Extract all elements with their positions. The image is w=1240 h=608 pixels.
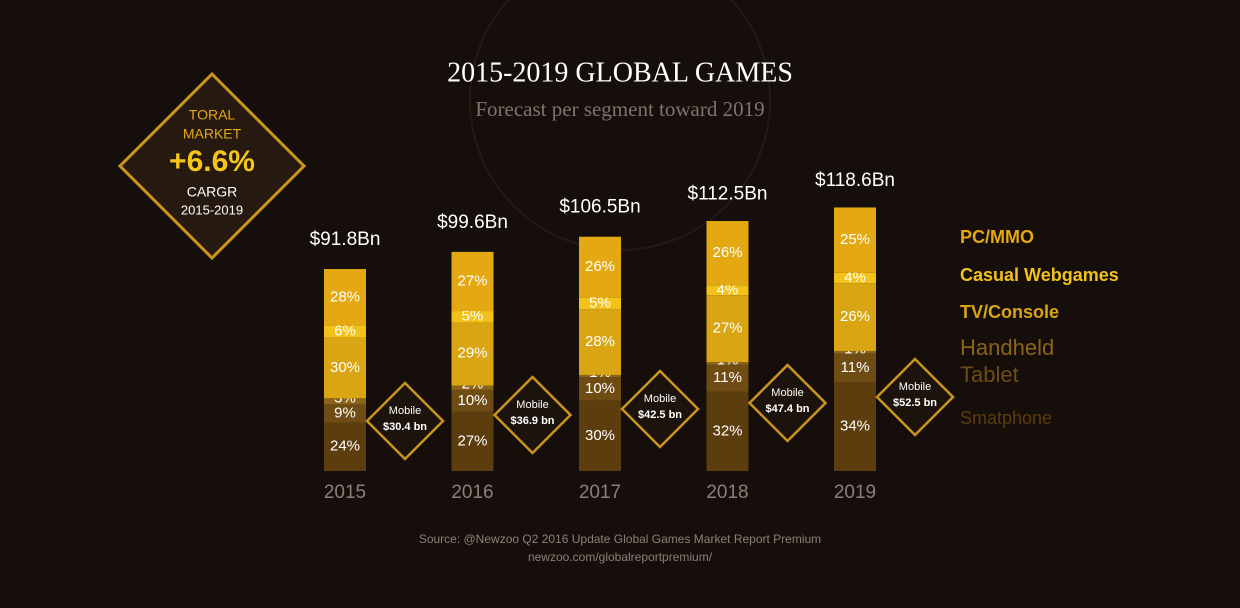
segment-label: 28% <box>585 333 615 350</box>
bar-segment <box>579 400 621 471</box>
bar-segment <box>579 377 621 401</box>
legend-entry: Smatphone <box>960 408 1052 428</box>
segment-label: 28% <box>330 288 360 305</box>
source: newzoo.com/globalreportpremium/ <box>528 550 713 564</box>
mobile-label: $30.4 bn <box>383 421 427 433</box>
segment-label: 27% <box>457 272 487 289</box>
total-label: $91.8Bn <box>310 229 381 250</box>
segment-label: 26% <box>585 258 615 275</box>
x-tick-label: 2015 <box>324 482 366 503</box>
segment-label: 11% <box>713 369 742 386</box>
segment-label: 24% <box>330 438 360 455</box>
bar-segment <box>579 297 621 310</box>
total-label: $99.6Bn <box>437 212 508 233</box>
bar-segment <box>324 398 366 405</box>
segment-label: 4% <box>844 269 866 286</box>
bar-segment <box>706 391 749 471</box>
bar-segment <box>706 285 749 296</box>
bar-segment <box>834 350 876 354</box>
chart-title: 2015-2019 GLOBAL GAMES <box>447 57 793 88</box>
bar-segment <box>579 236 621 298</box>
badge-text: MARKET <box>183 126 242 142</box>
bar-segment <box>834 283 876 351</box>
bar-segment <box>451 321 494 386</box>
segment-label: 27% <box>712 320 742 337</box>
segment-label: 10% <box>457 392 487 409</box>
segment-label: 5% <box>462 307 484 324</box>
badge-value: +6.6% <box>169 145 255 178</box>
bar-segment <box>324 337 366 399</box>
segment-label: 6% <box>334 323 356 340</box>
segment-label: 26% <box>840 308 870 325</box>
mobile-diamond <box>620 369 700 449</box>
bar-segment <box>324 325 366 338</box>
segment-label: 26% <box>712 244 742 261</box>
x-tick-label: 2018 <box>706 482 748 503</box>
mobile-diamond <box>875 357 955 437</box>
bar-segment <box>451 311 494 322</box>
bar-segment <box>324 404 366 423</box>
bar-segment <box>451 385 494 390</box>
bar-segment <box>324 269 366 326</box>
badge-diamond <box>117 71 307 261</box>
legend-entry: Handheld <box>960 335 1054 360</box>
mobile-diamond <box>492 375 573 455</box>
bar-segment <box>706 362 749 365</box>
bar-segment <box>451 411 494 471</box>
total-label: $118.6Bn <box>815 170 895 191</box>
segment-label: 30% <box>585 427 615 444</box>
mobile-label: $47.4 bn <box>765 403 809 415</box>
bar-segment <box>834 272 876 284</box>
segment-label: 34% <box>840 418 870 435</box>
badge-text: CARGR <box>187 184 238 200</box>
legend-entry: Casual Webgames <box>960 265 1119 285</box>
segment-label: 11% <box>841 359 870 376</box>
mobile-name: Mobile <box>771 387 803 399</box>
segment-label: 25% <box>840 231 870 248</box>
segment-label: 4% <box>717 281 739 298</box>
segment-label: 29% <box>457 345 487 362</box>
segment-label: 27% <box>457 432 487 449</box>
bar-segment <box>324 422 366 471</box>
legend-entry: TV/Console <box>960 302 1059 322</box>
bar-segment <box>706 364 749 392</box>
mobile-label: $42.5 bn <box>638 409 682 421</box>
bar-segment <box>834 207 876 273</box>
bar-segment <box>706 221 749 286</box>
segment-label: 5% <box>589 294 611 311</box>
chart-subtitle: Forecast per segment toward 2019 <box>475 97 764 121</box>
x-tick-label: 2016 <box>451 482 493 503</box>
bar-segment <box>579 374 621 378</box>
bar-segment <box>706 295 749 363</box>
bar-segment <box>451 389 494 412</box>
total-label: $106.5Bn <box>559 197 640 218</box>
bar-segment <box>451 251 494 312</box>
source: Source: @Newzoo Q2 2016 Update Global Ga… <box>419 532 821 546</box>
legend-entry: Tablet <box>960 362 1019 387</box>
mobile-label: $36.9 bn <box>510 415 554 427</box>
badge-text: 2015-2019 <box>181 202 243 217</box>
x-tick-label: 2019 <box>834 482 876 503</box>
segment-label: 32% <box>712 422 742 439</box>
segment-label: 30% <box>330 359 360 376</box>
badge-text: TORAL <box>189 107 236 123</box>
mobile-label: $52.5 bn <box>893 397 937 409</box>
total-label: $112.5Bn <box>688 184 768 205</box>
legend-entry: PC/MMO <box>960 227 1034 247</box>
mobile-name: Mobile <box>899 381 931 393</box>
mobile-diamond <box>747 363 828 443</box>
x-tick-label: 2017 <box>579 482 621 503</box>
mobile-name: Mobile <box>644 393 676 405</box>
bar-segment <box>834 353 876 383</box>
bar-segment <box>834 382 876 471</box>
mobile-name: Mobile <box>516 399 548 411</box>
segment-label: 9% <box>334 404 356 421</box>
segment-label: 10% <box>585 380 615 397</box>
bar-segment <box>579 309 621 375</box>
mobile-diamond <box>365 381 445 461</box>
mobile-name: Mobile <box>389 405 421 417</box>
